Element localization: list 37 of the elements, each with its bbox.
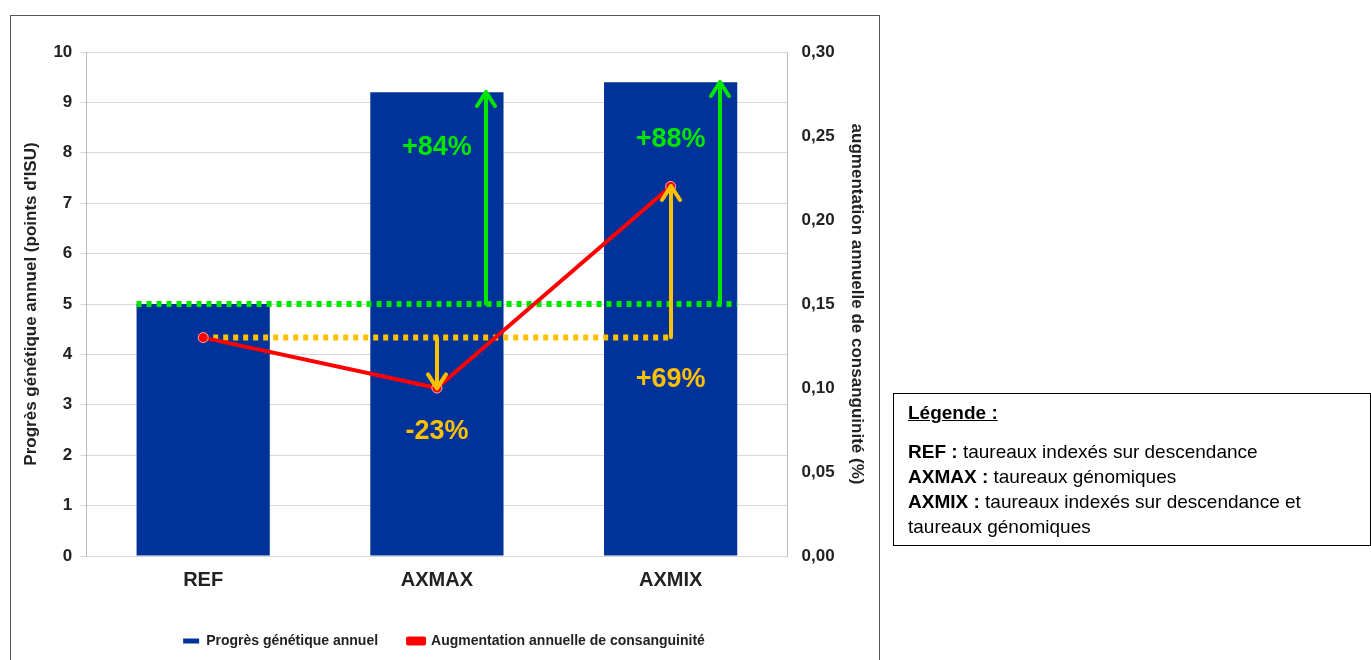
text: AXMIX : taureaux indexés sur descendance et taureaux génomiques <box>908 490 1302 539</box>
y2-axis-title: augmentation annuelle de consanguinité (%) <box>848 123 868 485</box>
y2-tick-label: 0,00 <box>801 545 835 565</box>
y2-tick-label: 0,25 <box>801 125 835 145</box>
bar <box>370 92 504 556</box>
y-axis-title: Progrès génétique annuel (points d'ISU) <box>20 142 40 466</box>
y2-tick-label: 0,10 <box>801 377 835 397</box>
y2-tick-label: 0,05 <box>801 461 835 481</box>
y-tick-label: 4 <box>62 344 73 364</box>
text: AXMAX : taureaux génomiques <box>908 465 1178 489</box>
y-tick-label: 0 <box>62 545 73 565</box>
y-tick-label: 8 <box>62 142 73 162</box>
text: REF : taureaux indexés sur descendance <box>908 440 1259 464</box>
annotation: +88% <box>635 123 706 154</box>
bar <box>604 82 738 556</box>
y-tick-label: 1 <box>62 495 73 515</box>
y2-tick-label: 0,30 <box>801 41 835 61</box>
legend-label: Progrès génétique annuel <box>206 631 379 648</box>
y-tick-label: 2 <box>62 444 73 464</box>
x-tick-label: AXMAX <box>400 567 474 590</box>
y-tick-label: 7 <box>62 192 73 212</box>
x-tick-label: AXMIX <box>638 567 703 590</box>
y-tick-label: 5 <box>62 293 73 313</box>
y-tick-label: 3 <box>62 394 73 414</box>
point <box>197 332 209 344</box>
text: Légende : <box>908 401 999 425</box>
y-tick-label: 10 <box>53 41 73 61</box>
x-tick-label: REF <box>183 567 224 590</box>
bar <box>136 304 270 556</box>
annotation: +84% <box>402 130 472 161</box>
y-tick-label: 9 <box>62 92 73 112</box>
y-tick-label: 6 <box>62 243 73 263</box>
y2-tick-label: 0,15 <box>801 293 835 313</box>
annotation: +69% <box>635 363 706 394</box>
annotation: -23% <box>405 415 469 446</box>
y2-tick-label: 0,20 <box>801 209 835 229</box>
legend-label: Augmentation annuelle de consanguinité <box>431 631 706 648</box>
